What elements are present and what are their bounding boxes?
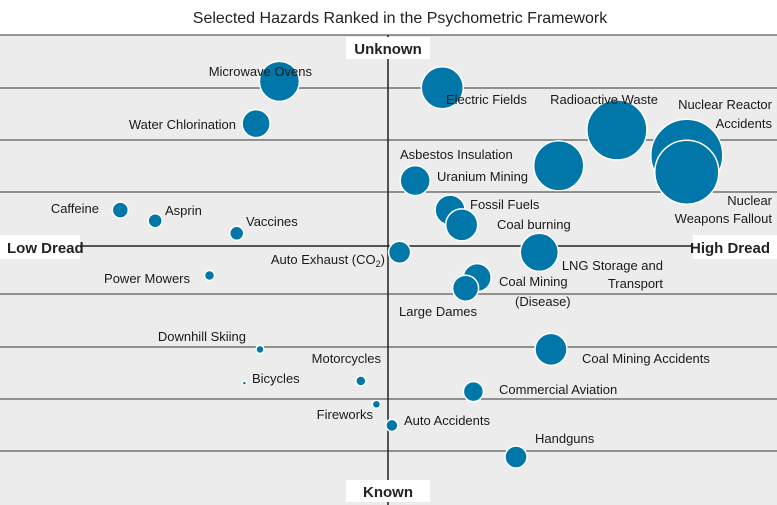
chart-title: Selected Hazards Ranked in the Psychomet… xyxy=(193,10,608,27)
bubble-label: Microwave Ovens xyxy=(209,64,313,79)
bubble xyxy=(399,164,431,197)
bubble-label: Uranium Mining xyxy=(437,169,528,184)
bubble xyxy=(371,399,382,410)
bubble-label: Asbestos Insulation xyxy=(400,147,513,162)
bubble xyxy=(147,212,163,229)
bubble-label: Large Dames xyxy=(399,304,478,319)
bubble xyxy=(203,269,216,282)
bubble xyxy=(444,208,479,242)
bubble-label: Coal burning xyxy=(497,217,571,232)
bubble-labels: Microwave Ovens Electric Fields Radioactiv… xyxy=(51,64,773,446)
bubble xyxy=(532,140,585,192)
bubble xyxy=(228,225,245,242)
bubble xyxy=(420,66,465,110)
bubble-label: Nuclear Reactor Accidents xyxy=(678,97,773,131)
bubbles xyxy=(111,60,724,469)
bubble-label: Asprin xyxy=(165,203,202,218)
axis-label-low-dread: Low Dread xyxy=(7,240,84,257)
bubble xyxy=(451,274,480,302)
bubble-label: Handguns xyxy=(535,431,595,446)
high-dread-label-box xyxy=(693,235,777,259)
bubble-label: Fossil Fuels xyxy=(470,197,540,212)
bubble xyxy=(534,332,568,367)
bubble-label: Auto Exhaust (CO2) xyxy=(271,252,385,269)
bubble xyxy=(586,99,648,161)
bubble-label: Motorcycles xyxy=(312,351,382,366)
axis-label-known: Known xyxy=(363,484,413,501)
bubble xyxy=(462,380,485,403)
bubble xyxy=(355,375,367,387)
bubble xyxy=(258,60,301,103)
bubble xyxy=(241,380,248,386)
bubble-label: Bicycles xyxy=(252,371,300,386)
bubble-label: Electric Fields xyxy=(446,92,527,107)
bubble xyxy=(504,445,528,469)
bubble-label: Nuclear Weapons Fallout xyxy=(675,193,773,226)
axis-label-high-dread: High Dread xyxy=(690,240,770,257)
bubble-label: Water Chlorination xyxy=(129,117,236,132)
low-dread-label-box xyxy=(0,235,80,259)
bubble-label: LNG Storage and Transport xyxy=(562,258,664,291)
bubble-label: Downhill Skiing xyxy=(158,329,246,344)
bubble-label: Coal Mining (Disease) xyxy=(499,274,571,309)
axis-label-unknown: Unknown xyxy=(354,41,422,58)
known-label-box xyxy=(346,480,430,502)
bubble-label: Caffeine xyxy=(51,201,99,216)
bubble-label: Coal Mining Accidents xyxy=(582,351,710,366)
bubble xyxy=(654,139,720,205)
bubble xyxy=(241,108,271,139)
bubble-label: Auto Accidents xyxy=(404,413,490,428)
bubble-label: Radioactive Waste xyxy=(550,92,658,107)
bubble xyxy=(387,240,412,265)
bubble xyxy=(519,232,560,273)
bubble xyxy=(255,344,265,355)
bubble-label: Fireworks xyxy=(317,407,374,422)
bubble-label: Vaccines xyxy=(246,214,298,229)
bubble-label: Commercial Aviation xyxy=(499,382,617,397)
bubble-label: Power Mowers xyxy=(104,271,190,286)
bubble xyxy=(111,201,130,219)
unknown-label-box xyxy=(346,37,430,59)
bubble xyxy=(385,418,399,433)
